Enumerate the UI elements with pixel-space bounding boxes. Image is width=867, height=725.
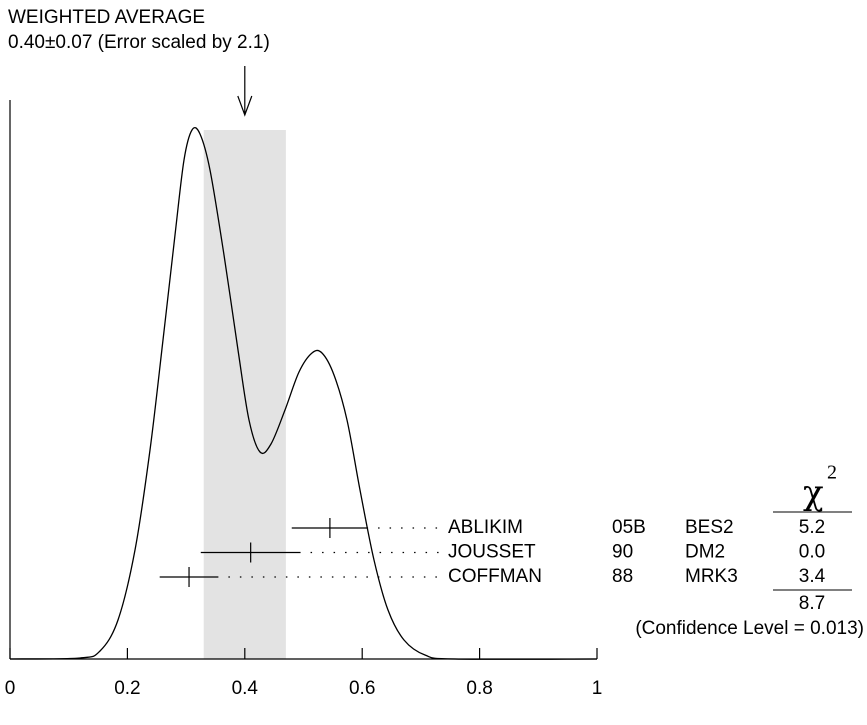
measurement-experiment: BES2 <box>685 517 734 538</box>
confidence-level: (Confidence Level = 0.013) <box>635 618 864 639</box>
chi2-value: 5.2 <box>799 517 825 538</box>
measurement-year: 90 <box>612 542 633 563</box>
average-arrow <box>237 66 253 117</box>
chi2-total: 8.7 <box>799 593 825 614</box>
measurement-name: COFFMAN <box>448 566 542 587</box>
x-tick-label: 1 <box>592 678 603 699</box>
chi2-value: 0.0 <box>799 542 825 563</box>
x-tick-label: 0.8 <box>466 678 492 699</box>
measurement-experiment: MRK3 <box>685 566 738 587</box>
chart-title: WEIGHTED AVERAGE <box>8 7 205 28</box>
measurement-name: ABLIKIM <box>448 517 523 538</box>
measurement-year: 88 <box>612 566 633 587</box>
measurement-name: JOUSSET <box>448 542 536 563</box>
measurement-year: 05B <box>612 517 646 538</box>
chi2-power: 2 <box>827 462 837 484</box>
measurement-experiment: DM2 <box>685 542 725 563</box>
x-tick-label: 0.4 <box>232 678 259 699</box>
chart-subtitle: 0.40±0.07 (Error scaled by 2.1) <box>8 32 270 53</box>
chi2-symbol: χ <box>803 473 824 513</box>
ideogram-curve <box>9 126 598 660</box>
x-tick-label: 0.6 <box>349 678 375 699</box>
x-tick-label: 0.2 <box>114 678 140 699</box>
chi2-value: 3.4 <box>799 566 826 587</box>
x-tick-label: 0 <box>5 678 16 699</box>
